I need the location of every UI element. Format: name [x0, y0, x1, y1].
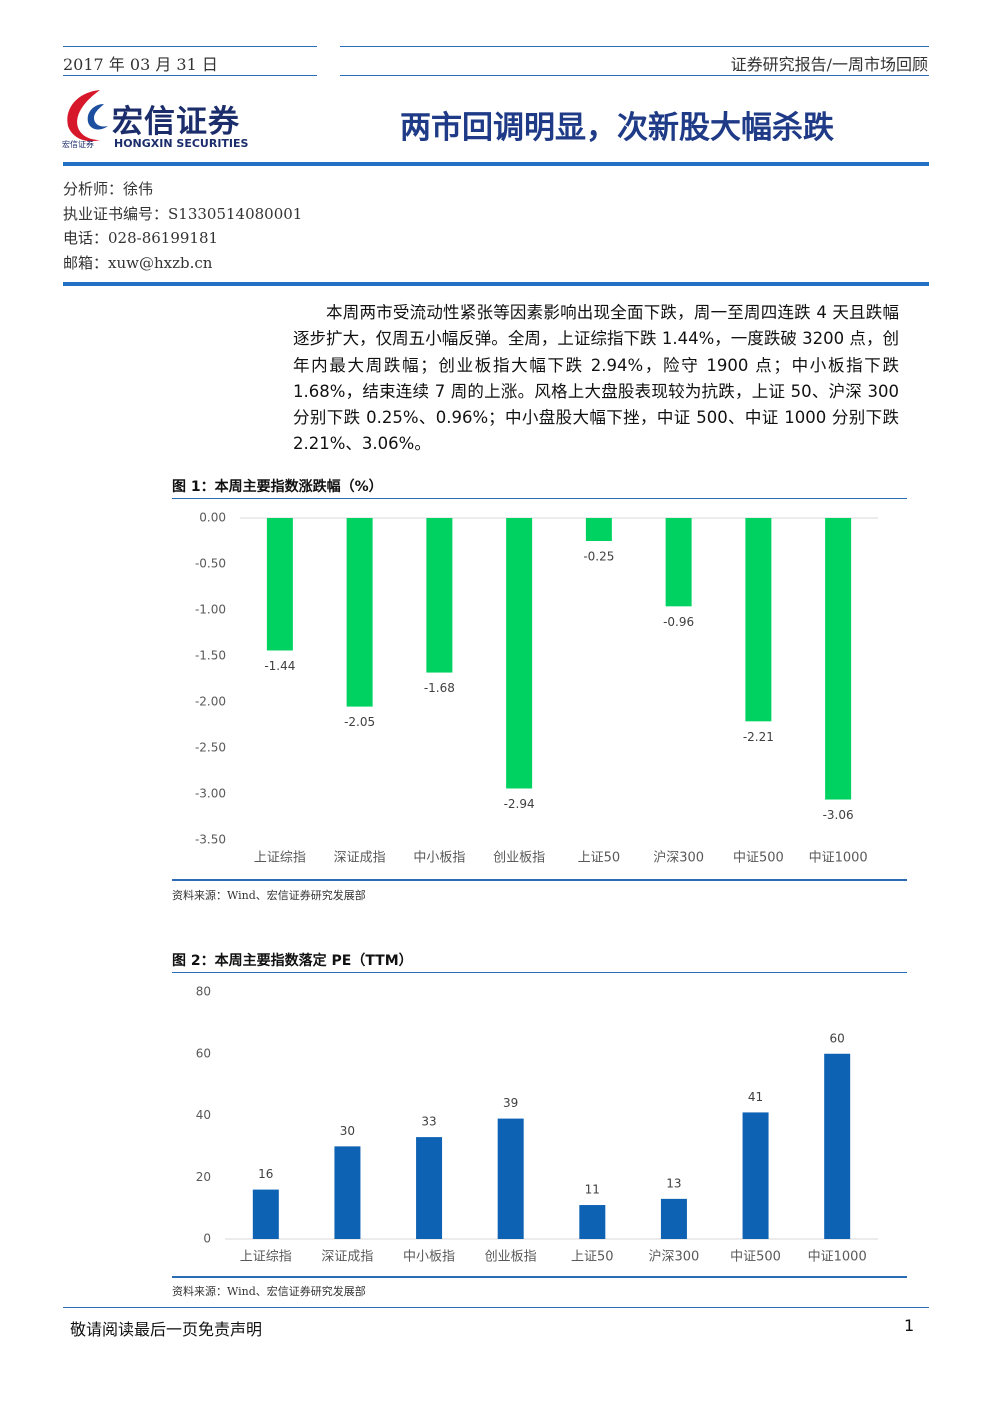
rule [172, 879, 907, 881]
x-tick-label: 中小板指 [413, 851, 465, 866]
bar [252, 1189, 279, 1239]
chart: 0 20 40 60 80 上证综指 16 深证成指 30 中小板指 33 创业板指 39 上证50 11 沪… [196, 985, 878, 1265]
bar [346, 518, 373, 707]
date: 2017 年 03 月 31 日 [63, 55, 218, 74]
rule [172, 1276, 907, 1278]
bar [266, 518, 293, 651]
y-tick-label: 60 [196, 1046, 211, 1060]
analyst-line: 分析师：徐伟 [63, 180, 154, 198]
logo-name-en: HONGXIN SECURITIES [114, 137, 249, 150]
y-tick-label: -3.50 [195, 833, 226, 847]
logo-small: 宏信证券 [62, 140, 94, 149]
bar [742, 1112, 769, 1239]
report-title: 两市回调明显，次新股大幅杀跌 [400, 110, 834, 146]
bar [426, 518, 453, 673]
y-tick-label: 20 [196, 1170, 211, 1184]
y-tick-label: -3.00 [195, 787, 226, 801]
y-tick-label: -1.00 [195, 603, 226, 617]
x-tick-label: 中证1000 [809, 851, 868, 866]
x-tick-label: 上证50 [571, 1250, 614, 1265]
body-text: 本周两市受流动性紧张等因素影响出现全面下跌，周一至周四连跌 4 天且跌幅逐步扩大… [293, 303, 899, 454]
rule [340, 75, 929, 76]
x-tick-label: 创业板指 [493, 851, 545, 866]
x-tick-label: 沪深300 [653, 850, 704, 866]
analyst-line: 电话：028-86199181 [63, 229, 219, 247]
y-tick-label: -2.00 [195, 695, 226, 709]
y-tick-label: -1.50 [195, 649, 226, 663]
bar [416, 1137, 443, 1239]
rule [172, 498, 907, 499]
bar [665, 518, 692, 607]
data-label: 39 [503, 1096, 518, 1110]
x-tick-label: 上证综指 [240, 1250, 292, 1265]
rule [63, 282, 929, 286]
rule [63, 1307, 929, 1308]
analyst-line: 执业证书编号：S1330514080001 [63, 204, 303, 223]
data-label: -0.96 [663, 615, 694, 629]
y-tick-label: -0.50 [195, 557, 226, 571]
bar [506, 518, 533, 789]
data-label: -3.06 [823, 808, 854, 822]
page-number: 1 [904, 1316, 915, 1335]
y-tick-label: 0 [203, 1232, 211, 1246]
rule [63, 46, 317, 47]
data-label: -2.94 [504, 797, 535, 811]
bar [824, 1053, 851, 1239]
logo-name: 宏信证券 [112, 104, 240, 140]
data-label: -1.68 [424, 681, 455, 695]
bar [585, 518, 612, 541]
bar [579, 1205, 606, 1239]
x-tick-label: 创业板指 [485, 1250, 537, 1265]
source: 资料来源：Wind、宏信证券研究发展部 [172, 889, 366, 902]
x-tick-label: 上证50 [578, 851, 621, 866]
analyst-line: 邮箱：xuw@hxzb.cn [63, 253, 213, 272]
data-label: 16 [258, 1167, 273, 1181]
x-tick-label: 中小板指 [403, 1250, 455, 1265]
x-tick-label: 中证500 [730, 1250, 781, 1265]
y-tick-label: 0.00 [199, 511, 226, 525]
report-type: 证券研究报告/一周市场回顾 [730, 55, 928, 74]
x-tick-label: 上证综指 [254, 851, 306, 866]
x-tick-label: 中证500 [733, 851, 784, 866]
bar [497, 1118, 524, 1239]
x-tick-label: 中证1000 [808, 1250, 867, 1265]
data-label: 41 [748, 1090, 763, 1104]
data-label: -1.44 [264, 659, 295, 673]
bar [334, 1146, 361, 1239]
rule [172, 972, 907, 973]
data-label: -2.21 [743, 730, 774, 744]
y-tick-label: 80 [196, 985, 211, 999]
data-label: 33 [421, 1115, 436, 1129]
bar [660, 1198, 687, 1239]
rule [340, 46, 929, 47]
data-label: -2.05 [344, 715, 375, 729]
rule [63, 75, 317, 76]
disclaimer: 敬请阅读最后一页免责声明 [70, 1320, 263, 1339]
data-label: -0.25 [583, 550, 614, 564]
figure-title: 图 1：本周主要指数涨跌幅（%） [172, 479, 383, 495]
x-tick-label: 深证成指 [334, 851, 386, 866]
analyst-info: 分析师：徐伟 执业证书编号：S1330514080001 电话：028-8619… [63, 177, 302, 275]
chart: 0.00 -0.50 -1.00 -1.50 -2.00 -2.50 -3.00 -3.50 上… [195, 511, 878, 866]
rule [63, 162, 929, 166]
figure-title: 图 2：本周主要指数落定 PE（TTM） [172, 953, 413, 969]
source: 资料来源：Wind、宏信证券研究发展部 [172, 1285, 366, 1298]
bar [745, 518, 772, 722]
y-tick-label: -2.50 [195, 741, 226, 755]
data-label: 13 [666, 1176, 681, 1190]
bar [825, 518, 852, 800]
data-label: 30 [340, 1124, 355, 1138]
data-label: 11 [585, 1183, 600, 1197]
x-tick-label: 深证成指 [321, 1250, 373, 1265]
y-tick-label: 40 [196, 1108, 211, 1122]
data-label: 60 [830, 1031, 845, 1045]
x-tick-label: 沪深300 [649, 1249, 700, 1265]
logo-mark [67, 90, 108, 142]
